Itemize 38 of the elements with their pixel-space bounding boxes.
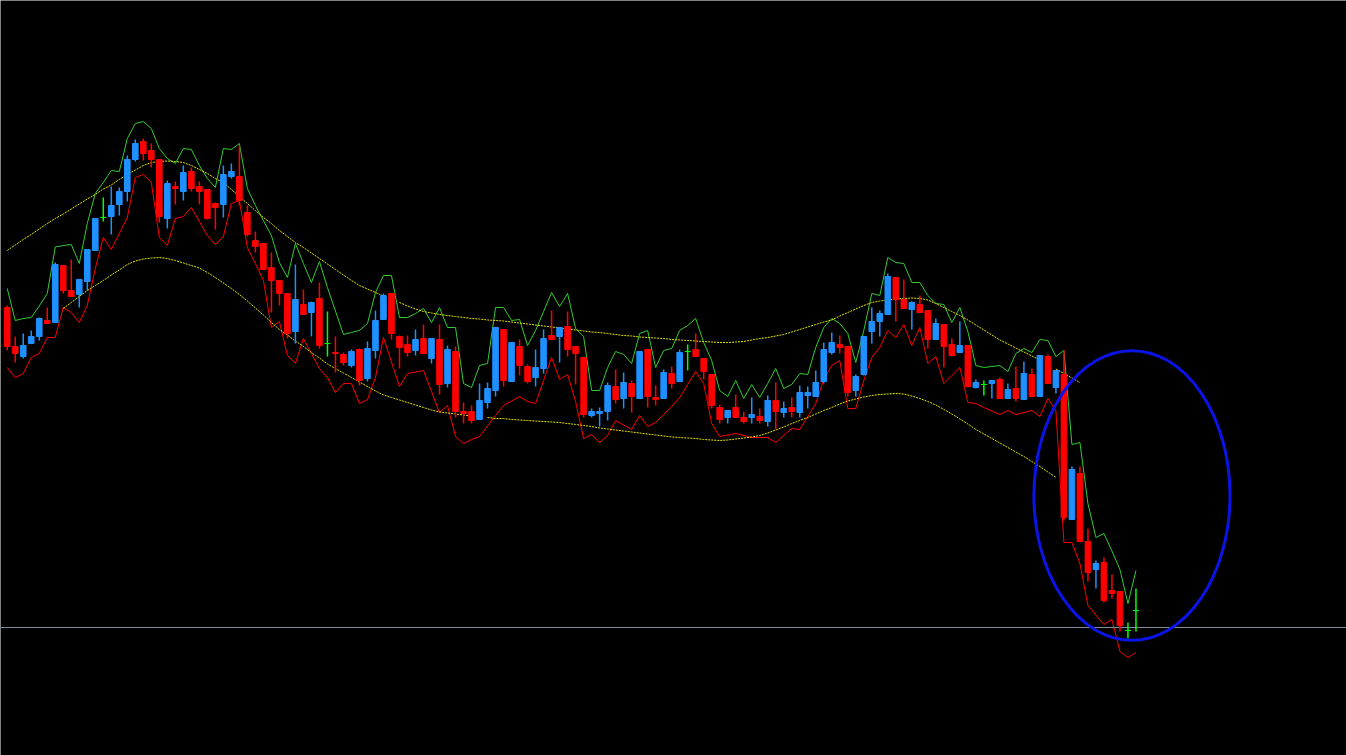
candlestick <box>244 204 251 238</box>
candlestick <box>516 338 523 377</box>
candlestick <box>1028 367 1036 398</box>
candlestick <box>908 300 916 331</box>
candlestick <box>716 403 723 425</box>
candlestick <box>652 384 659 407</box>
candlestick <box>932 317 940 341</box>
candlestick <box>996 376 1004 400</box>
candlestick <box>107 185 115 236</box>
candlestick <box>772 381 780 431</box>
candlestick <box>180 164 187 202</box>
candlestick <box>300 288 307 316</box>
candlestick <box>956 320 964 354</box>
candlestick <box>1052 369 1060 395</box>
candlestick <box>748 396 756 425</box>
candlestick <box>628 379 635 414</box>
candlestick <box>1012 365 1020 403</box>
candlestick <box>172 180 179 206</box>
candlestick <box>612 368 619 405</box>
candlestick <box>19 332 27 360</box>
candlestick <box>380 292 387 321</box>
candlestick <box>1092 559 1100 590</box>
candlestick <box>668 365 675 390</box>
candlestick <box>548 309 555 341</box>
candlestick <box>788 396 796 419</box>
candlestick <box>524 363 531 385</box>
candlestick <box>420 323 427 355</box>
candlestick <box>332 335 339 374</box>
candlestick <box>988 379 996 400</box>
candlestick <box>428 337 435 365</box>
candlestick <box>700 357 707 381</box>
candlestick <box>852 373 860 398</box>
candlestick <box>412 328 419 357</box>
candlestick <box>692 332 699 358</box>
candlestick <box>308 300 315 338</box>
candlestick <box>556 326 563 364</box>
candlestick <box>620 371 627 410</box>
candlestick <box>764 394 772 428</box>
